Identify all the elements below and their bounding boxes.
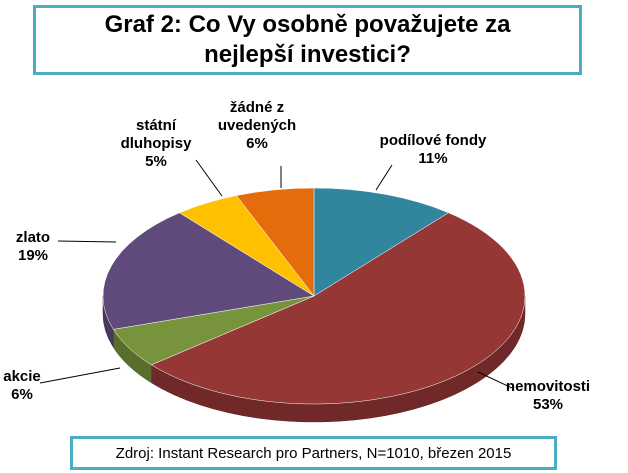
value-label: 6%	[11, 386, 33, 403]
chart-title: Graf 2: Co Vy osobně považujete za nejle…	[104, 11, 511, 68]
title-box: Graf 2: Co Vy osobně považujete za nejle…	[33, 5, 582, 75]
value-label: 5%	[145, 153, 167, 170]
leader-lines	[39, 159, 513, 389]
category-label: žádné z uvedených	[217, 99, 297, 134]
slice-label: podílové fondy 11%	[380, 132, 487, 168]
category-label: nemovitosti	[505, 378, 591, 395]
slice-label: žádné z uvedených 6%	[218, 99, 296, 153]
pie-slice	[235, 187, 315, 297]
category-label: státní dluhopisy	[120, 117, 192, 152]
pie-slice	[313, 187, 450, 297]
pie-slice	[102, 212, 315, 330]
slice-label: akcie 6%	[3, 368, 41, 404]
category-label: akcie	[3, 368, 41, 385]
value-label: 6%	[246, 135, 268, 152]
value-label: 19%	[17, 247, 49, 264]
slice-label: nemovitosti 53%	[506, 378, 590, 414]
slice-label: státní dluhopisy 5%	[121, 117, 192, 171]
leader-line	[195, 159, 223, 197]
source: Zdroj: Instant Research pro Partners, N=…	[115, 444, 512, 462]
source-box: Zdroj: Instant Research pro Partners, N=…	[70, 436, 557, 470]
value-label: 11%	[418, 150, 448, 167]
category-label: zlato	[15, 229, 51, 246]
slice-label: zlato 19%	[16, 229, 50, 265]
category-label: podílové fondy	[379, 132, 487, 149]
pie-tops	[102, 187, 526, 405]
leader-line	[57, 240, 117, 243]
value-label: 53%	[532, 396, 564, 413]
pie-slice	[150, 212, 526, 405]
leader-line	[39, 367, 121, 384]
leader-line	[477, 371, 513, 389]
leader-line	[375, 164, 393, 191]
